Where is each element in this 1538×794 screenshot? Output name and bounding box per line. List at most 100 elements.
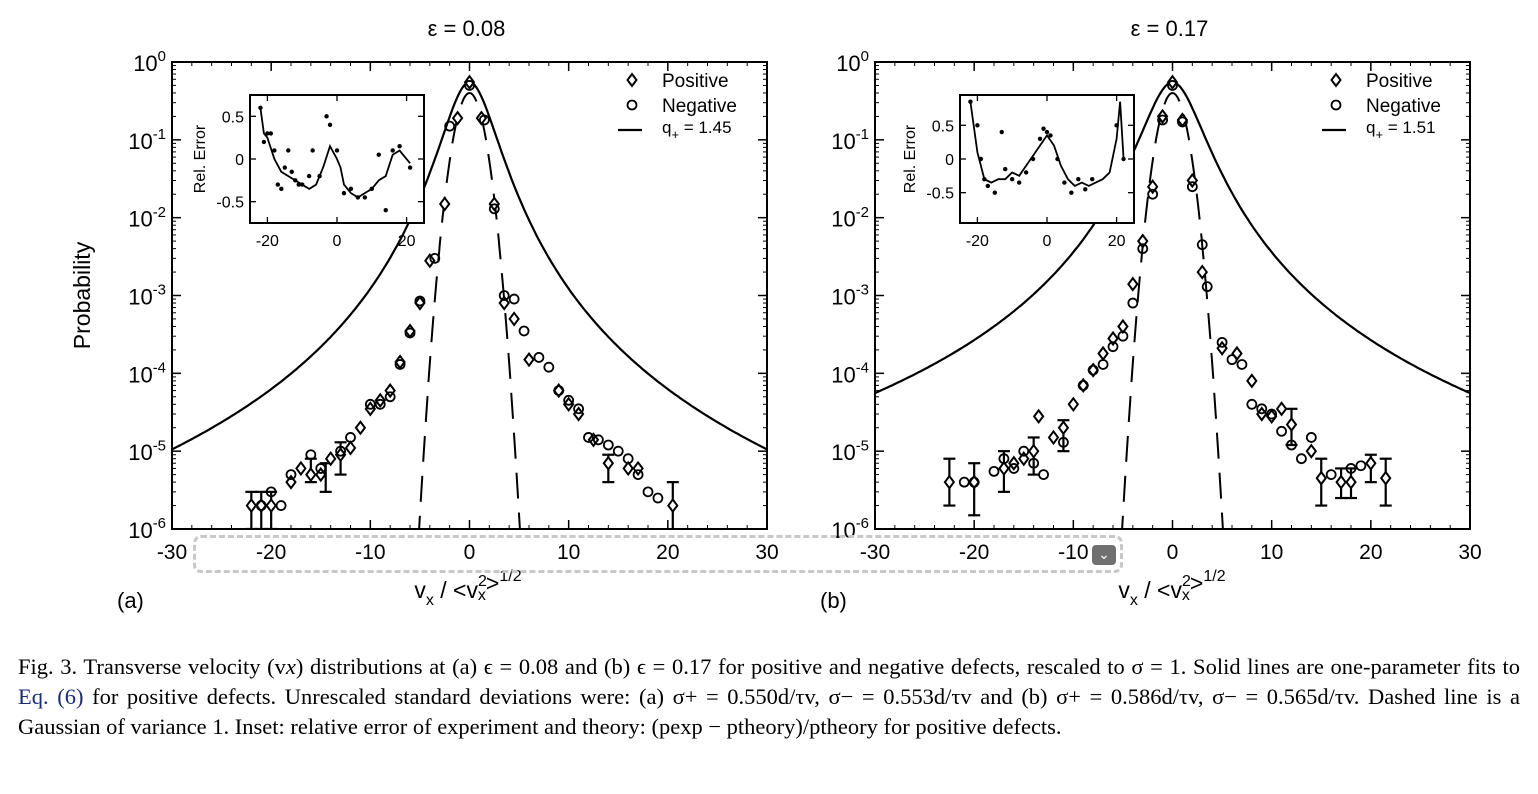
caption-intro: Fig. 3. Transverse velocity (v: [18, 654, 286, 679]
data-point-negative: [444, 120, 456, 132]
inset-data-point: [310, 148, 315, 153]
inset-frame: [959, 94, 1135, 224]
x-tick-label: 20: [1359, 541, 1382, 564]
legend-label-fit: q+ = 1.51: [1366, 118, 1436, 142]
data-point-negative: [612, 445, 624, 457]
data-point-negative: [1008, 463, 1020, 474]
data-point-positive: [1117, 318, 1129, 335]
data-point-positive: [451, 110, 464, 126]
data-point-positive: [1107, 330, 1119, 347]
inset-x-tick-label: 20: [1108, 233, 1126, 250]
data-point-negative: [488, 203, 500, 215]
inset-data-point: [317, 173, 322, 179]
data-point-negative: [563, 394, 575, 406]
inset-data-point: [1076, 177, 1081, 182]
x-tick-label: -20: [256, 541, 286, 564]
data-point-negative: [1216, 336, 1228, 348]
inset-data-point: [261, 139, 267, 145]
data-point-positive: [943, 474, 956, 490]
data-point-negative: [1201, 281, 1213, 293]
data-point-negative: [1286, 439, 1297, 451]
inset-data-point: [286, 148, 291, 153]
y-tick-label: 10-5: [831, 437, 869, 465]
inset-data-point: [1023, 170, 1029, 175]
x-tick-label: 10: [557, 541, 580, 564]
x-axis-label: vx / <v2 x>1/2: [1118, 568, 1225, 609]
data-point-negative: [602, 439, 614, 451]
y-tick-label: 10-1: [831, 126, 869, 154]
inset-data-point: [300, 182, 305, 187]
chevron-down-icon[interactable]: ⌄: [1092, 545, 1116, 565]
inset-data-point: [1121, 156, 1126, 162]
data-point-negative: [1038, 469, 1049, 480]
data-point-positive: [344, 440, 357, 456]
selection-box[interactable]: [193, 535, 1123, 573]
inset-data-point: [968, 99, 973, 104]
inset-y-axis-label: Rel. Error: [192, 124, 209, 193]
data-point-negative: [414, 295, 426, 307]
inset-data-point: [985, 183, 991, 189]
data-point-negative: [374, 398, 386, 410]
x-tick-label: -10: [355, 541, 385, 564]
data-point-positive: [414, 295, 426, 311]
equation-link[interactable]: Eq. (6): [18, 684, 84, 709]
inset-y-tick-label: 0.5: [932, 118, 954, 135]
data-point-negative: [404, 327, 416, 339]
figure: ε = 0.08-30 -20 -10 0 10 20 3010010-110-210-31…: [69, 16, 1482, 613]
figure-caption: Fig. 3. Transverse velocity (vx) distrib…: [18, 654, 1521, 739]
data-point-negative: [305, 449, 317, 461]
data-point-positive: [1315, 470, 1327, 486]
data-point-negative: [1028, 457, 1040, 469]
data-point-positive: [384, 382, 396, 399]
data-point-negative: [1058, 436, 1069, 448]
data-point-negative: [593, 434, 604, 446]
legend-marker-negative: [626, 99, 638, 111]
inset-x-tick-label: 20: [398, 233, 416, 250]
x-tick-label: 10: [1260, 541, 1283, 564]
data-point-negative: [1345, 463, 1357, 474]
data-point-negative: [1236, 359, 1248, 370]
data-point-positive: [1067, 396, 1080, 412]
data-point-positive: [305, 466, 317, 483]
legend-label-fit: q+ = 1.45: [662, 118, 732, 142]
data-point-negative: [1177, 116, 1188, 128]
data-point-negative: [998, 453, 1010, 465]
data-point-negative: [958, 476, 970, 488]
inset-x-tick-label: 0: [333, 233, 342, 250]
x-tick-label: -20: [959, 541, 989, 564]
inset-data-point: [1083, 187, 1088, 192]
legend-label-negative: Negative: [1366, 96, 1441, 117]
inset-data-point: [306, 173, 312, 179]
x-axis-label: vx / <v2 x>1/2: [414, 568, 521, 609]
data-point-positive: [354, 420, 367, 436]
plot-area: [172, 74, 767, 529]
data-point-negative: [652, 492, 664, 504]
y-tick-label: 10-2: [128, 204, 166, 232]
inset-data-point: [324, 114, 329, 119]
data-point-negative: [642, 486, 654, 498]
data-point-negative: [464, 80, 475, 91]
caption-body-1: ) distributions at (a) ϵ = 0.08 and (b) …: [295, 654, 1520, 679]
y-axis-label: Probability: [69, 241, 95, 349]
data-point-negative: [478, 114, 490, 126]
data-point-negative: [335, 445, 346, 457]
data-point-positive: [1345, 474, 1357, 490]
y-tick-label: 10-3: [831, 282, 869, 310]
data-point-positive: [295, 460, 307, 477]
data-point-negative: [265, 486, 277, 498]
inset-data-point: [383, 208, 388, 213]
inset-data-point: [390, 148, 395, 153]
data-point-negative: [968, 476, 980, 488]
data-point-negative: [533, 352, 545, 363]
data-point-positive: [667, 497, 679, 514]
inset-data-point: [268, 131, 274, 136]
data-point-negative: [1266, 408, 1278, 420]
inset-data-point: [999, 129, 1004, 135]
inset-data-point: [407, 165, 413, 170]
data-point-negative: [1127, 297, 1139, 309]
data-point-positive: [602, 455, 615, 471]
data-point-negative: [1256, 403, 1268, 415]
y-tick-label: 10-4: [128, 359, 166, 387]
legend-label-positive: Positive: [662, 71, 729, 92]
legend-marker-positive: [626, 72, 638, 88]
